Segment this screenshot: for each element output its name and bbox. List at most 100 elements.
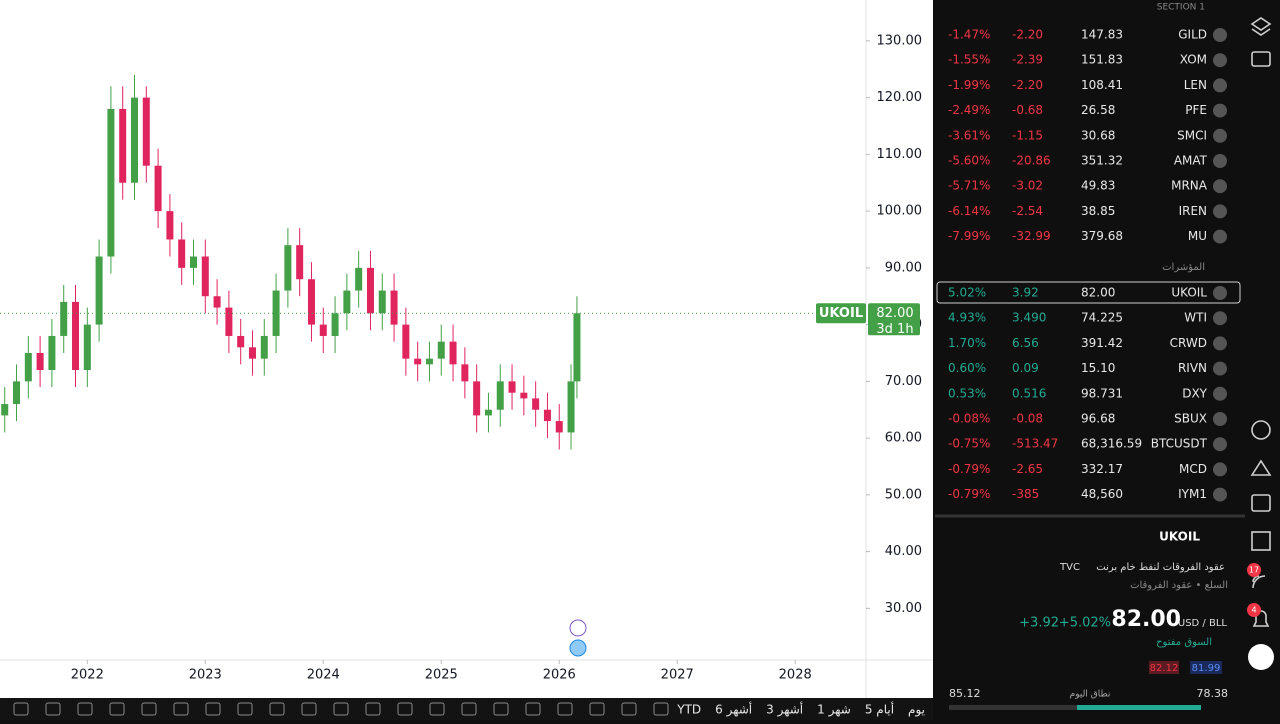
range-button[interactable]: 1 شهر <box>817 703 851 718</box>
group-header: المؤشرات <box>1162 262 1205 273</box>
last-price: 391.42 <box>1081 336 1123 350</box>
chart-bg <box>0 0 933 698</box>
badge <box>1247 563 1261 577</box>
last-price: 26.58 <box>1081 103 1115 117</box>
tool-icon[interactable] <box>269 702 285 716</box>
candle-body <box>213 296 221 308</box>
candle-body <box>131 97 139 183</box>
candle-body <box>390 290 398 325</box>
change-pct: -0.79% <box>948 487 990 501</box>
candle-body <box>331 313 339 336</box>
change: 0.516 <box>1012 386 1046 400</box>
symbol-logo <box>1213 386 1227 401</box>
y-tick-label: 70.00 <box>885 374 922 389</box>
tool-icon[interactable] <box>589 702 605 716</box>
tool-icon[interactable] <box>365 702 381 716</box>
last-price: 96.68 <box>1081 412 1115 426</box>
candle-body <box>36 352 44 371</box>
change: -2.39 <box>1012 53 1043 67</box>
last-price: 68,316.59 <box>1081 437 1142 451</box>
tool-icon[interactable] <box>205 702 221 716</box>
symbol: GILD <box>1178 28 1207 42</box>
symbol: SBUX <box>1174 412 1207 426</box>
tool-icon[interactable] <box>237 702 253 716</box>
target-icon[interactable] <box>1251 420 1271 440</box>
candle-body <box>567 381 575 433</box>
tool-icon[interactable] <box>653 702 669 716</box>
candle-body <box>307 279 315 325</box>
tool-icon[interactable] <box>461 702 477 716</box>
change-pct: -3.61% <box>948 128 990 142</box>
last-price: 151.83 <box>1081 53 1123 67</box>
tool-icon[interactable] <box>429 702 445 716</box>
event-icon[interactable] <box>569 619 587 637</box>
tool-icon[interactable] <box>173 702 189 716</box>
tool-icon[interactable] <box>557 702 573 716</box>
tool-icon[interactable] <box>13 702 29 716</box>
symbol-logo <box>1213 28 1227 42</box>
currency: USD / BLL <box>1178 618 1228 629</box>
tool-icon[interactable] <box>525 702 541 716</box>
tool-icon[interactable] <box>333 702 349 716</box>
range-button[interactable]: يوم <box>908 703 925 718</box>
range-low: 78.38 <box>1197 687 1229 700</box>
y-tick-label: 50.00 <box>885 487 922 502</box>
range-button[interactable]: 6 أشهر <box>715 702 752 718</box>
tool-icon[interactable] <box>621 702 637 716</box>
symbol-logo <box>1213 78 1227 93</box>
chat-icon[interactable] <box>1251 51 1271 67</box>
last-price: 108.41 <box>1081 78 1123 92</box>
change: -0.68 <box>1012 103 1043 117</box>
tool-icon[interactable] <box>301 702 317 716</box>
range-button[interactable]: 3 أشهر <box>766 702 803 718</box>
candle-body <box>378 290 386 314</box>
badge-text: 17 <box>1249 566 1259 575</box>
candle-body <box>260 335 268 359</box>
layers-icon[interactable] <box>1250 17 1272 36</box>
change-pct: -7.99% <box>948 229 990 243</box>
candle-body <box>284 245 292 291</box>
range-button[interactable]: 5 أيام <box>865 702 894 717</box>
tool-icon[interactable] <box>77 702 93 716</box>
candle-body <box>225 307 233 336</box>
candle-body <box>532 398 540 410</box>
change: -385 <box>1012 487 1039 501</box>
tool-icon[interactable] <box>109 702 125 716</box>
last-price: 147.83 <box>1081 28 1123 42</box>
last-price: 38.85 <box>1081 204 1115 218</box>
bid: 82.12 <box>1150 663 1179 674</box>
feed-icon[interactable] <box>1252 575 1266 589</box>
calendar-icon[interactable] <box>1251 494 1271 512</box>
change: -20.86 <box>1012 154 1051 168</box>
candle-body <box>402 324 410 359</box>
symbol-logo <box>1213 462 1227 477</box>
tool-icon[interactable] <box>493 702 509 716</box>
symbol-logo <box>1213 154 1227 168</box>
change: -3.02 <box>1012 179 1043 193</box>
y-tick-label: 100.00 <box>877 204 923 219</box>
tool-icon[interactable] <box>45 702 61 716</box>
symbol: IYM1 <box>1178 487 1207 501</box>
panels-icon[interactable] <box>1251 531 1271 551</box>
candle-body <box>496 381 504 410</box>
change-pct: 4.93% <box>948 311 986 325</box>
detail-price: 82.00 <box>1111 607 1181 632</box>
symbol: CRWD <box>1170 336 1207 350</box>
candle-body <box>201 256 209 297</box>
side-icons[interactable] <box>1250 17 1272 627</box>
symbol: XOM <box>1180 53 1207 67</box>
change-pct: 5.02% <box>948 286 986 300</box>
tool-icon[interactable] <box>397 702 413 716</box>
range-button[interactable]: YTD <box>676 703 701 717</box>
draw-tools[interactable] <box>13 702 669 716</box>
apps-icon[interactable] <box>1248 644 1274 670</box>
last-price: 351.32 <box>1081 154 1123 168</box>
flag-icon[interactable] <box>569 639 587 657</box>
tool-icon[interactable] <box>141 702 157 716</box>
change-pct: -1.99% <box>948 78 990 92</box>
alert-icon[interactable] <box>1250 459 1272 476</box>
change-pct: -0.79% <box>948 462 990 476</box>
candle-body <box>296 245 304 280</box>
symbol-logo <box>1213 412 1227 426</box>
toolbar-bg <box>0 698 933 720</box>
